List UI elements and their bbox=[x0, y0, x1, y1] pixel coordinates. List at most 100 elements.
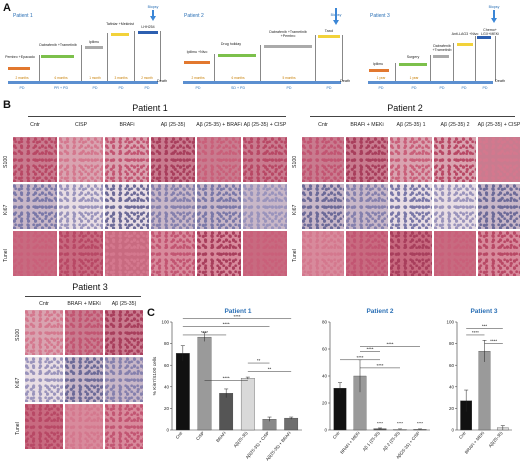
histology-image bbox=[302, 137, 344, 182]
response-label: SD + PD bbox=[230, 86, 246, 90]
significance-label: **** bbox=[490, 339, 497, 344]
response-label: PD bbox=[482, 86, 488, 90]
x-tick-label: BRAFi + MEKi bbox=[464, 430, 486, 454]
significance-label: **** bbox=[366, 347, 373, 352]
histology-image bbox=[13, 184, 57, 229]
histology-image bbox=[65, 357, 103, 402]
x-tick-label: Aβ(25-35) bbox=[487, 430, 504, 448]
bar bbox=[219, 393, 234, 431]
histology-image bbox=[105, 357, 143, 402]
response-label: PD bbox=[19, 86, 25, 90]
histology-image bbox=[105, 404, 143, 449]
column-header: Aβ (25-35) + CISP bbox=[477, 122, 520, 128]
death-label: Death bbox=[495, 79, 506, 83]
y-tick-label: 60 bbox=[449, 363, 455, 368]
bar bbox=[197, 336, 212, 431]
significance-label: ** bbox=[268, 367, 272, 372]
significance-label: **** bbox=[472, 330, 479, 335]
x-tick-label: Cntr bbox=[332, 430, 341, 440]
histology-patient-1-title: Patient 1 bbox=[132, 103, 168, 113]
histology-image bbox=[243, 231, 287, 276]
histology-image bbox=[390, 137, 432, 182]
histology-image bbox=[105, 231, 149, 276]
x-tick-label: CISP bbox=[195, 430, 205, 441]
x-tick-label: Cntr bbox=[175, 430, 184, 440]
histology-image bbox=[105, 184, 149, 229]
bar bbox=[284, 417, 299, 431]
biopsy-arrow bbox=[335, 8, 337, 20]
histology-image bbox=[478, 184, 520, 229]
y-tick-label: 80 bbox=[449, 341, 455, 346]
response-label: PD bbox=[286, 86, 292, 90]
y-axis-label: % Ki67/S100 cells bbox=[152, 356, 158, 395]
y-tick-label: 0 bbox=[324, 428, 327, 433]
histology-image bbox=[302, 184, 344, 229]
timeline-patient-3: Patient 3 Biopsy Ipilimu Surgery Dabrafe… bbox=[365, 5, 520, 95]
column-header: Aβ (25-35) + CISP bbox=[243, 122, 287, 128]
bar bbox=[240, 378, 255, 431]
significance-label: **** bbox=[356, 355, 363, 360]
significance-label: **** bbox=[417, 421, 424, 426]
treatment-label: LHH254 bbox=[141, 25, 155, 29]
treatment-label: Chemo+ LGX+MEKi bbox=[481, 28, 499, 36]
significance-label: ** bbox=[257, 358, 261, 363]
y-tick-label: 60 bbox=[322, 347, 328, 352]
y-tick-label: 40 bbox=[322, 374, 328, 379]
histology-image bbox=[59, 137, 103, 182]
column-header: Cntr bbox=[318, 122, 328, 128]
response-label: PD bbox=[411, 86, 417, 90]
response-label: PD bbox=[92, 86, 98, 90]
significance-label: *** bbox=[482, 323, 488, 328]
chart-title: Patient 1 bbox=[224, 308, 251, 315]
y-tick-label: 20 bbox=[322, 401, 328, 406]
histology-image bbox=[478, 231, 520, 276]
timeline-title: Patient 1 bbox=[13, 13, 33, 19]
treatment-label: Dabrafenib +Trametinib bbox=[432, 44, 452, 52]
treatment-label: Ipilimu +Nivo bbox=[186, 50, 208, 54]
response-label: PD bbox=[378, 86, 384, 90]
treatment-label: Ipilimu bbox=[88, 40, 100, 44]
significance-label: **** bbox=[233, 314, 240, 319]
panel-c-label: C bbox=[147, 307, 155, 319]
y-tick-label: 20 bbox=[164, 406, 170, 411]
duration-label: 6 months bbox=[231, 76, 245, 80]
x-tick-label: Aβ 1 (25-35) bbox=[362, 430, 382, 452]
histology-image bbox=[243, 184, 287, 229]
response-label: PR + PD bbox=[53, 86, 69, 90]
treatment-label: Pembro +Epacado bbox=[5, 55, 35, 59]
histology-image bbox=[151, 184, 195, 229]
histology-image bbox=[243, 137, 287, 182]
death-label: Death bbox=[157, 79, 168, 83]
histology-image bbox=[478, 137, 520, 182]
histology-image bbox=[390, 231, 432, 276]
y-tick-label: 40 bbox=[164, 384, 170, 389]
x-tick-label: Aβ(25-35) bbox=[232, 430, 249, 448]
biopsy-arrow-head bbox=[491, 18, 497, 23]
bar bbox=[175, 353, 190, 431]
y-tick-label: 80 bbox=[322, 320, 328, 325]
biopsy-label: Biopsy bbox=[147, 5, 159, 9]
histology-image bbox=[302, 231, 344, 276]
response-label: PD bbox=[461, 86, 467, 90]
histology-patient-3-title: Patient 3 bbox=[72, 282, 108, 292]
histology-image bbox=[346, 137, 388, 182]
significance-label: **** bbox=[376, 363, 383, 368]
chart-title: Patient 3 bbox=[470, 308, 497, 315]
column-header: Aβ (25-35) 1 bbox=[396, 122, 426, 128]
histology-image bbox=[434, 137, 476, 182]
timeline-title: Patient 3 bbox=[370, 13, 390, 19]
y-tick-label: 80 bbox=[164, 341, 170, 346]
histology-image bbox=[390, 184, 432, 229]
column-header: Aβ (25-35) bbox=[111, 301, 137, 307]
histology-image bbox=[65, 404, 103, 449]
timeline-patient-1: Patient 1 Biopsy Pembro +Epacado Dabrafe… bbox=[5, 5, 170, 95]
histology-image bbox=[59, 184, 103, 229]
y-tick-label: 20 bbox=[449, 406, 455, 411]
histology-image bbox=[197, 184, 241, 229]
x-tick-label: BRAFi bbox=[215, 430, 227, 443]
duration-label: 1 year bbox=[409, 76, 419, 80]
column-header: Cntr bbox=[39, 301, 49, 307]
significance-label: **** bbox=[397, 421, 404, 426]
column-header: BRAFi bbox=[119, 122, 135, 128]
death-label: Death bbox=[340, 79, 351, 83]
